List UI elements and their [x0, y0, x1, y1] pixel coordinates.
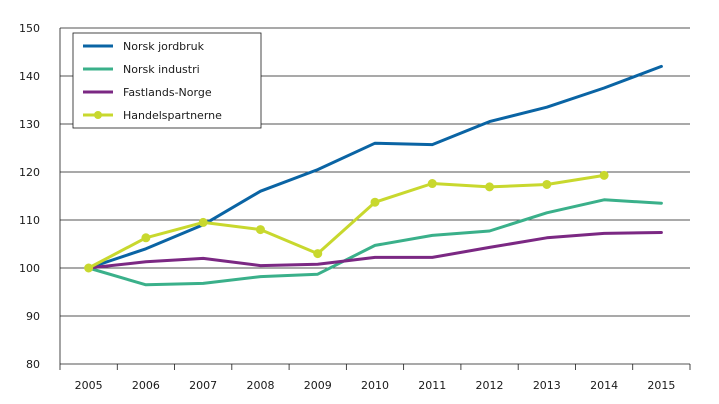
data-point-handelspartnerne [370, 197, 380, 207]
x-tick-label: 2015 [647, 379, 675, 392]
y-tick-label: 150 [19, 22, 40, 35]
series-line-norsk-industri [87, 198, 663, 287]
x-tick-label: 2008 [246, 379, 274, 392]
data-point-handelspartnerne [485, 182, 495, 192]
legend: Norsk jordbruk Norsk industri Fastlands-No… [72, 32, 262, 129]
series-line-norsk-jordbruk [87, 64, 663, 270]
series-lines [84, 64, 663, 287]
x-tick-label: 2006 [132, 379, 160, 392]
x-tick-label: 2013 [533, 379, 561, 392]
x-tick-label: 2007 [189, 379, 217, 392]
y-tick-label: 130 [19, 118, 40, 131]
data-point-handelspartnerne [599, 170, 609, 180]
legend-label-norsk-jordbruk: Norsk jordbruk [123, 40, 205, 53]
series-line-handelspartnerne [87, 173, 606, 270]
y-tick-label: 140 [19, 70, 40, 83]
x-tick-label: 2014 [590, 379, 618, 392]
y-tick-label: 100 [19, 262, 40, 275]
data-point-handelspartnerne [84, 263, 94, 273]
y-tick-label: 120 [19, 166, 40, 179]
data-point-handelspartnerne [542, 179, 552, 189]
y-tick-label: 80 [26, 358, 40, 371]
x-tick-label: 2012 [476, 379, 504, 392]
data-point-handelspartnerne [313, 249, 323, 259]
x-tick-label: 2009 [304, 379, 332, 392]
legend-label-handelspartnerne: Handelspartnerne [123, 109, 222, 122]
series-line-fastlands-norge [87, 231, 663, 270]
legend-label-norsk-industri: Norsk industri [123, 63, 200, 76]
y-tick-label: 110 [19, 214, 40, 227]
data-point-handelspartnerne [427, 179, 437, 189]
x-tick-label: 2005 [75, 379, 103, 392]
data-point-handelspartnerne [141, 233, 151, 243]
legend-box [72, 32, 262, 129]
data-point-handelspartnerne [198, 217, 208, 227]
legend-marker-handelspartnerne [94, 111, 102, 119]
x-tick-label: 2011 [418, 379, 446, 392]
y-axis-tick-labels: 80 90 100 110 120 130 140 150 [19, 22, 40, 371]
data-point-handelspartnerne [255, 225, 265, 235]
y-tick-label: 90 [26, 310, 40, 323]
x-axis: 2005 2006 2007 2008 2009 2010 2011 2012 2013 2014… [59, 28, 691, 392]
legend-label-fastlands-norge: Fastlands-Norge [123, 86, 212, 99]
x-tick-label: 2010 [361, 379, 389, 392]
